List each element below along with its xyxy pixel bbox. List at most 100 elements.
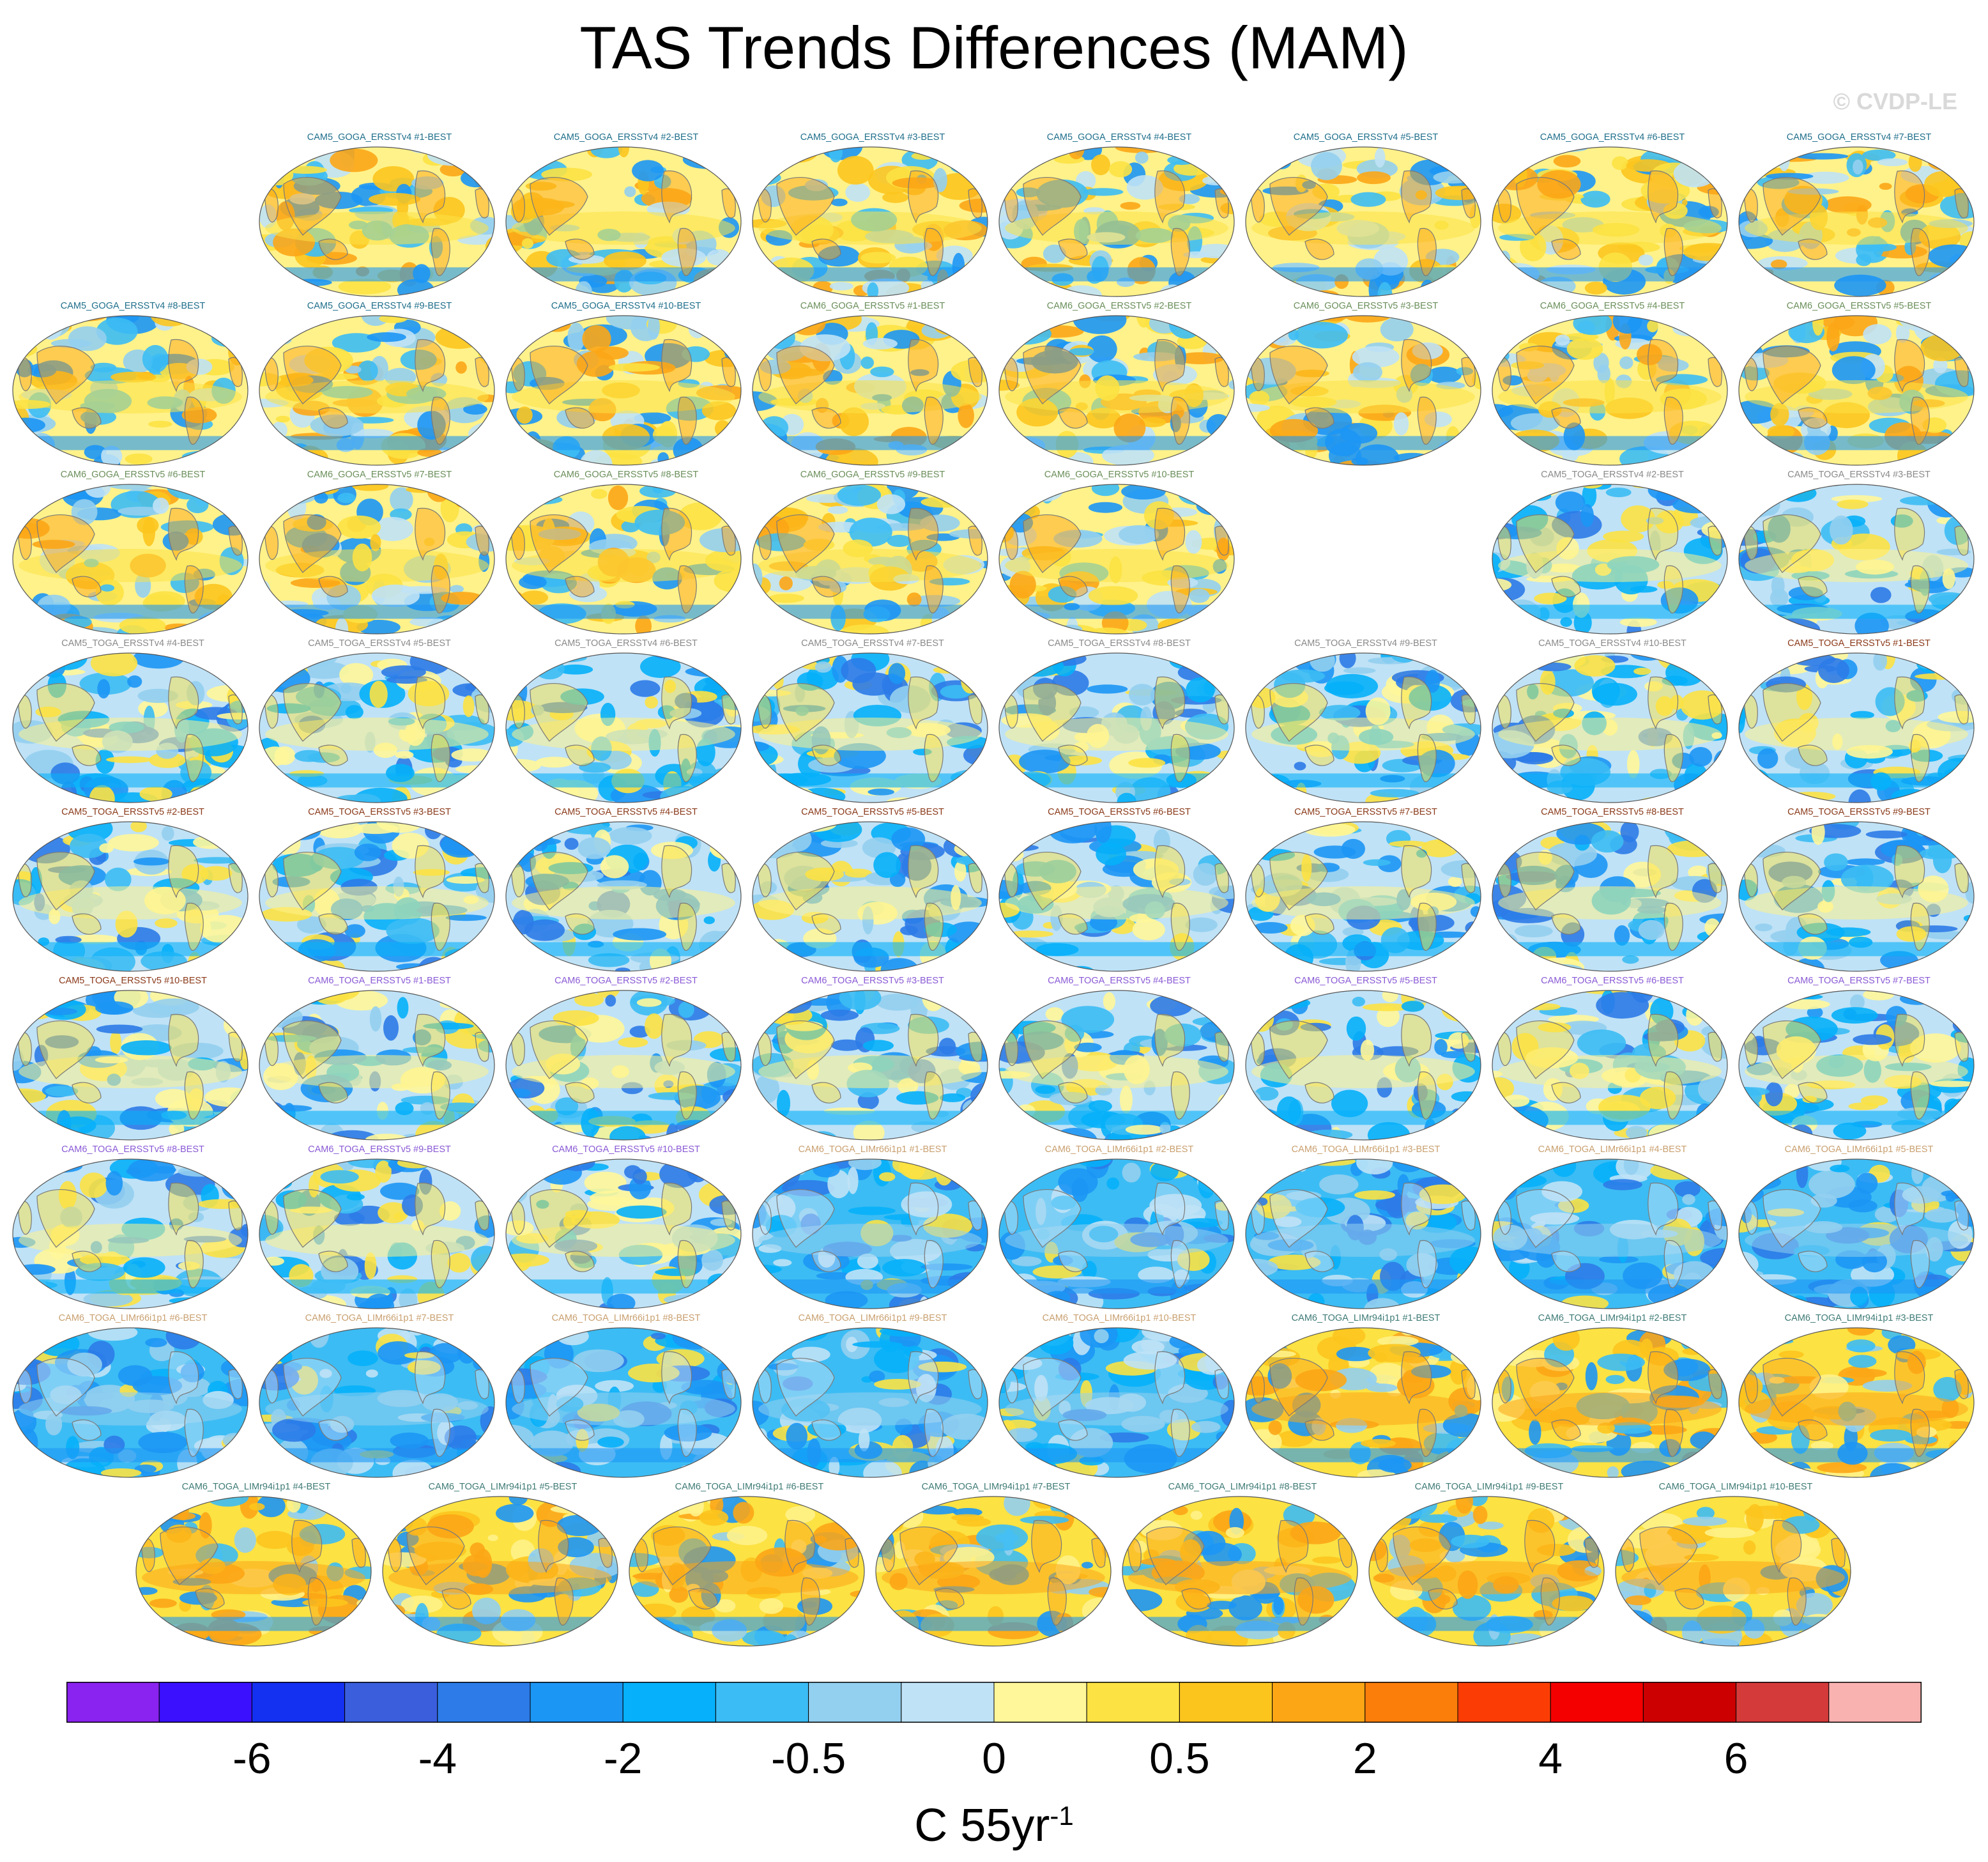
panel-label: CAM5_TOGA_ERSSTv5 #6-BEST <box>1048 807 1191 817</box>
trend-map <box>259 1327 495 1478</box>
map-panel: CAM6_TOGA_ERSSTv5 #1-BEST <box>258 975 501 1144</box>
map-panel: CAM5_GOGA_ERSSTv4 #3-BEST <box>751 132 994 301</box>
panel-label: CAM6_TOGA_ERSSTv5 #9-BEST <box>308 1144 451 1155</box>
panel-label: CAM6_GOGA_ERSSTv5 #1-BEST <box>800 301 945 311</box>
panel-label: CAM6_TOGA_ERSSTv5 #10-BEST <box>552 1144 700 1155</box>
trend-map <box>629 1496 865 1647</box>
map-panel: CAM6_TOGA_LIMr94i1p1 #6-BEST <box>628 1481 871 1650</box>
trend-map <box>1738 1327 1975 1478</box>
trend-map <box>135 1496 372 1647</box>
map-panel: CAM5_TOGA_ERSSTv5 #2-BEST <box>11 806 254 976</box>
map-panel: CAM5_GOGA_ERSSTv4 #5-BEST <box>1244 132 1487 301</box>
panel-label: CAM6_TOGA_LIMr66i1p1 #4-BEST <box>1538 1144 1687 1155</box>
colorbar-swatch <box>715 1682 809 1723</box>
trend-map <box>1615 1496 1851 1647</box>
panel-label: CAM5_TOGA_ERSSTv5 #2-BEST <box>61 807 204 817</box>
colorbar-tick-label: 6 <box>1724 1734 1748 1783</box>
colorbar-tick-label: -0.5 <box>771 1734 846 1783</box>
map-panel: CAM6_GOGA_ERSSTv5 #4-BEST <box>1491 300 1734 470</box>
map-panel: CAM5_TOGA_ERSSTv5 #5-BEST <box>751 806 994 976</box>
trend-map <box>1245 990 1481 1141</box>
panel-label: CAM5_TOGA_ERSSTv5 #1-BEST <box>1787 638 1931 649</box>
panel-label: CAM6_GOGA_ERSSTv5 #4-BEST <box>1540 301 1685 311</box>
colorbar-swatch <box>622 1682 716 1723</box>
colorbar-tick-label: -4 <box>418 1734 457 1783</box>
map-panel: CAM6_TOGA_LIMr94i1p1 #1-BEST <box>1244 1312 1487 1482</box>
trend-map <box>998 652 1235 803</box>
panel-label: CAM5_GOGA_ERSSTv4 #4-BEST <box>1046 132 1192 142</box>
trend-map <box>12 1327 249 1478</box>
map-panel: CAM6_TOGA_LIMr66i1p1 #8-BEST <box>505 1312 747 1482</box>
panel-label: CAM6_TOGA_LIMr94i1p1 #3-BEST <box>1784 1313 1934 1323</box>
panel-label: CAM5_GOGA_ERSSTv4 #6-BEST <box>1540 132 1685 142</box>
trend-map <box>1492 990 1728 1141</box>
map-panel: CAM6_TOGA_LIMr66i1p1 #7-BEST <box>258 1312 501 1482</box>
panel-label: CAM5_TOGA_ERSSTv5 #10-BEST <box>59 976 207 986</box>
map-panel: CAM6_TOGA_LIMr66i1p1 #5-BEST <box>1738 1144 1980 1313</box>
colorbar-tick-label: 0 <box>982 1734 1006 1783</box>
panel-label: CAM6_GOGA_ERSSTv5 #8-BEST <box>553 470 699 480</box>
map-panel: CAM5_TOGA_ERSSTv5 #8-BEST <box>1491 806 1734 976</box>
panel-label: CAM6_TOGA_LIMr94i1p1 #10-BEST <box>1658 1482 1813 1492</box>
panel-label: CAM6_TOGA_LIMr94i1p1 #4-BEST <box>181 1482 331 1492</box>
colorbar-tick-label: -6 <box>233 1734 271 1783</box>
panel-label: CAM6_TOGA_LIMr94i1p1 #5-BEST <box>428 1482 577 1492</box>
trend-map <box>259 652 495 803</box>
trend-map <box>505 484 742 635</box>
trend-map <box>998 990 1235 1141</box>
map-panel: CAM5_TOGA_ERSSTv5 #6-BEST <box>998 806 1241 976</box>
trend-map <box>752 1158 988 1309</box>
map-panel: CAM6_GOGA_ERSSTv5 #8-BEST <box>505 469 747 638</box>
map-panel: CAM6_TOGA_LIMr94i1p1 #8-BEST <box>1121 1481 1364 1650</box>
map-panel: CAM5_GOGA_ERSSTv4 #7-BEST <box>1738 132 1980 301</box>
trend-map <box>1738 990 1975 1141</box>
trend-map <box>1492 821 1728 972</box>
trend-map <box>875 1496 1112 1647</box>
colorbar-units-text: C 55yr <box>914 1800 1050 1851</box>
trend-map <box>1738 1158 1975 1309</box>
trend-map <box>752 315 988 466</box>
panel-label: CAM6_TOGA_ERSSTv5 #7-BEST <box>1787 976 1931 986</box>
map-panel: CAM6_GOGA_ERSSTv5 #1-BEST <box>751 300 994 470</box>
map-panel: CAM6_GOGA_ERSSTv5 #2-BEST <box>998 300 1241 470</box>
map-panel: CAM5_GOGA_ERSSTv4 #10-BEST <box>505 300 747 470</box>
trend-map <box>1245 146 1481 297</box>
colorbar-swatch <box>1179 1682 1273 1723</box>
colorbar-swatch <box>344 1682 438 1723</box>
trend-map <box>505 1158 742 1309</box>
map-panel: CAM6_TOGA_LIMr94i1p1 #5-BEST <box>381 1481 624 1650</box>
trend-map <box>259 146 495 297</box>
map-panel: CAM5_TOGA_ERSSTv5 #10-BEST <box>11 975 254 1144</box>
trend-map <box>12 821 249 972</box>
map-panel: CAM5_GOGA_ERSSTv4 #8-BEST <box>11 300 254 470</box>
trend-map <box>1492 652 1728 803</box>
panel-label: CAM5_GOGA_ERSSTv4 #2-BEST <box>553 132 699 142</box>
colorbar-swatch <box>1086 1682 1180 1723</box>
map-panel: CAM5_TOGA_ERSSTv5 #1-BEST <box>1738 638 1980 807</box>
panel-label: CAM5_GOGA_ERSSTv4 #9-BEST <box>307 301 452 311</box>
map-panel: CAM6_TOGA_LIMr66i1p1 #3-BEST <box>1244 1144 1487 1313</box>
colorbar-units-label: C 55yr-1 <box>0 1789 1988 1852</box>
trend-map <box>752 146 988 297</box>
panel-label: CAM5_TOGA_ERSSTv5 #5-BEST <box>801 807 944 817</box>
trend-map <box>505 990 742 1141</box>
map-panel: CAM5_TOGA_ERSSTv4 #5-BEST <box>258 638 501 807</box>
trend-map <box>505 146 742 297</box>
trend-map <box>998 1327 1235 1478</box>
trend-map <box>505 315 742 466</box>
map-panel: CAM5_TOGA_ERSSTv4 #4-BEST <box>11 638 254 807</box>
panel-label: CAM6_GOGA_ERSSTv5 #9-BEST <box>800 470 945 480</box>
colorbar-swatch <box>1642 1682 1737 1723</box>
trend-map <box>1245 821 1481 972</box>
trend-map <box>1245 652 1481 803</box>
map-panel: CAM5_GOGA_ERSSTv4 #4-BEST <box>998 132 1241 301</box>
trend-map <box>752 1327 988 1478</box>
map-panel: CAM6_GOGA_ERSSTv5 #6-BEST <box>11 469 254 638</box>
colorbar-tick-label: -2 <box>603 1734 643 1783</box>
page-title: TAS Trends Differences (MAM) <box>579 14 1409 81</box>
map-panel: CAM6_TOGA_ERSSTv5 #10-BEST <box>505 1144 747 1313</box>
panel-label: CAM5_TOGA_ERSSTv4 #8-BEST <box>1048 638 1191 649</box>
trend-map <box>259 315 495 466</box>
map-panel: CAM5_TOGA_ERSSTv4 #3-BEST <box>1738 469 1980 638</box>
trend-map <box>1245 315 1481 466</box>
